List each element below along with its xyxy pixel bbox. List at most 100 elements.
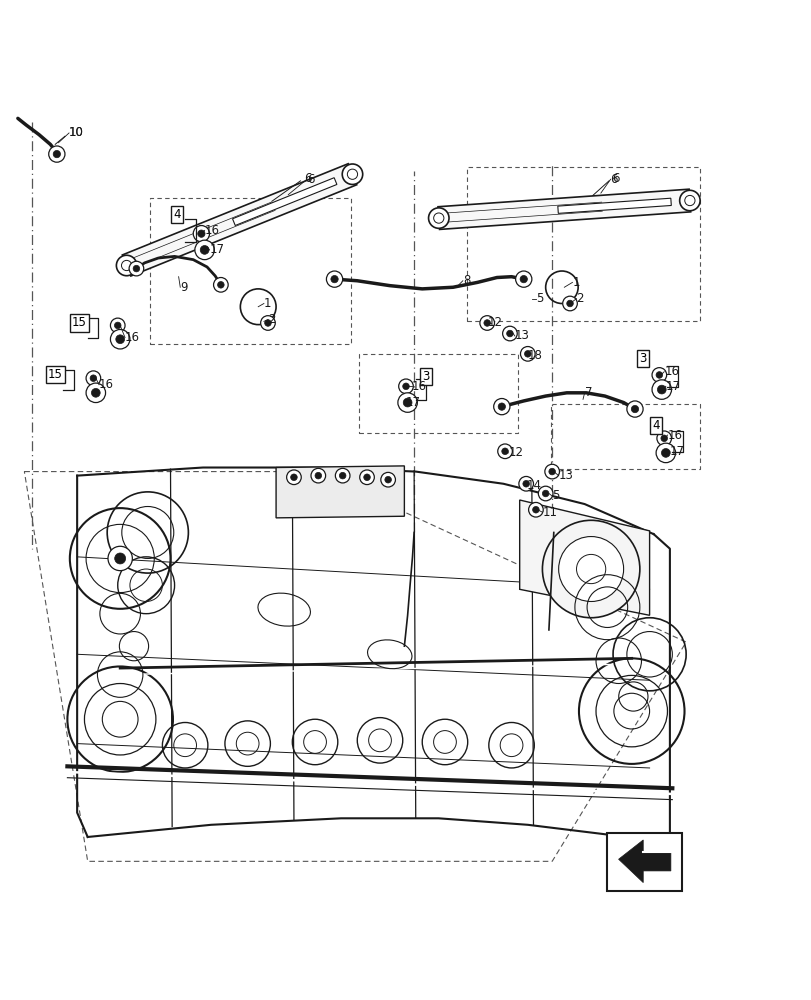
Circle shape: [520, 347, 534, 361]
Circle shape: [110, 329, 130, 349]
Text: 1: 1: [264, 297, 271, 310]
Circle shape: [428, 208, 448, 228]
Circle shape: [542, 520, 639, 618]
Circle shape: [497, 403, 504, 410]
Circle shape: [133, 265, 139, 272]
Text: 8: 8: [462, 274, 470, 287]
Circle shape: [49, 146, 65, 162]
Circle shape: [116, 255, 137, 276]
Circle shape: [116, 335, 124, 344]
Polygon shape: [122, 164, 356, 276]
Polygon shape: [519, 500, 649, 615]
Text: 16: 16: [125, 331, 139, 344]
Circle shape: [566, 300, 573, 307]
Circle shape: [195, 240, 214, 260]
Circle shape: [403, 398, 411, 407]
Circle shape: [548, 468, 555, 475]
Circle shape: [90, 375, 97, 381]
Text: 16: 16: [411, 380, 426, 393]
Circle shape: [576, 554, 605, 584]
Text: 14: 14: [526, 479, 540, 492]
Circle shape: [544, 464, 559, 479]
Text: 18: 18: [527, 349, 542, 362]
Circle shape: [260, 316, 275, 330]
Circle shape: [626, 401, 642, 417]
Text: 5: 5: [551, 489, 559, 502]
Circle shape: [661, 449, 669, 457]
Circle shape: [515, 271, 531, 287]
Circle shape: [657, 385, 665, 394]
Circle shape: [655, 443, 675, 463]
Circle shape: [217, 282, 224, 288]
Text: 16: 16: [667, 429, 681, 442]
Text: 4: 4: [651, 419, 659, 432]
Text: 17: 17: [669, 445, 684, 458]
Text: 15: 15: [48, 368, 62, 381]
Text: 12: 12: [508, 446, 522, 459]
Text: 2: 2: [268, 313, 275, 326]
Circle shape: [532, 506, 539, 513]
Text: 13: 13: [558, 469, 573, 482]
Circle shape: [200, 246, 208, 254]
Circle shape: [479, 316, 494, 330]
Text: 6: 6: [610, 173, 617, 186]
Circle shape: [359, 470, 374, 485]
Circle shape: [522, 480, 529, 487]
Circle shape: [631, 405, 637, 413]
Bar: [607, 833, 681, 891]
Polygon shape: [276, 466, 404, 518]
Circle shape: [335, 468, 350, 483]
Circle shape: [398, 379, 413, 394]
Circle shape: [384, 476, 391, 483]
Circle shape: [114, 322, 121, 329]
Text: 2: 2: [576, 292, 583, 305]
Circle shape: [660, 435, 667, 442]
Circle shape: [483, 320, 490, 326]
Text: 6: 6: [307, 173, 314, 186]
Circle shape: [86, 371, 101, 386]
Text: 7: 7: [584, 386, 591, 399]
Text: 13: 13: [514, 329, 529, 342]
Circle shape: [339, 472, 345, 479]
Circle shape: [315, 472, 321, 479]
Polygon shape: [557, 198, 671, 213]
Circle shape: [562, 296, 577, 311]
Text: 6: 6: [303, 172, 311, 185]
Circle shape: [114, 553, 126, 564]
Text: 16: 16: [99, 378, 114, 391]
Circle shape: [433, 213, 444, 223]
Circle shape: [108, 546, 132, 571]
Circle shape: [92, 388, 100, 397]
Circle shape: [656, 431, 671, 446]
Circle shape: [502, 326, 517, 341]
Text: 16: 16: [663, 365, 678, 378]
Text: 10: 10: [69, 126, 84, 139]
Circle shape: [528, 502, 543, 517]
Circle shape: [264, 320, 271, 326]
Circle shape: [330, 275, 337, 283]
Circle shape: [651, 380, 671, 399]
Circle shape: [110, 318, 125, 333]
Text: 15: 15: [72, 316, 87, 329]
Text: 9: 9: [180, 281, 187, 294]
Text: 11: 11: [542, 506, 556, 519]
Circle shape: [122, 260, 131, 271]
Circle shape: [311, 468, 325, 483]
Circle shape: [198, 230, 204, 237]
Circle shape: [655, 372, 662, 378]
Text: 12: 12: [487, 316, 501, 329]
Circle shape: [129, 261, 144, 276]
Circle shape: [213, 278, 228, 292]
Text: 10: 10: [69, 126, 84, 139]
Circle shape: [538, 486, 552, 501]
Polygon shape: [437, 189, 690, 229]
Circle shape: [326, 271, 342, 287]
Circle shape: [506, 330, 513, 337]
Text: 5: 5: [535, 292, 543, 305]
Circle shape: [193, 226, 209, 242]
Circle shape: [542, 490, 548, 497]
Circle shape: [679, 190, 699, 211]
Text: 3: 3: [422, 370, 430, 383]
Text: 3: 3: [638, 352, 646, 365]
Polygon shape: [232, 178, 337, 226]
